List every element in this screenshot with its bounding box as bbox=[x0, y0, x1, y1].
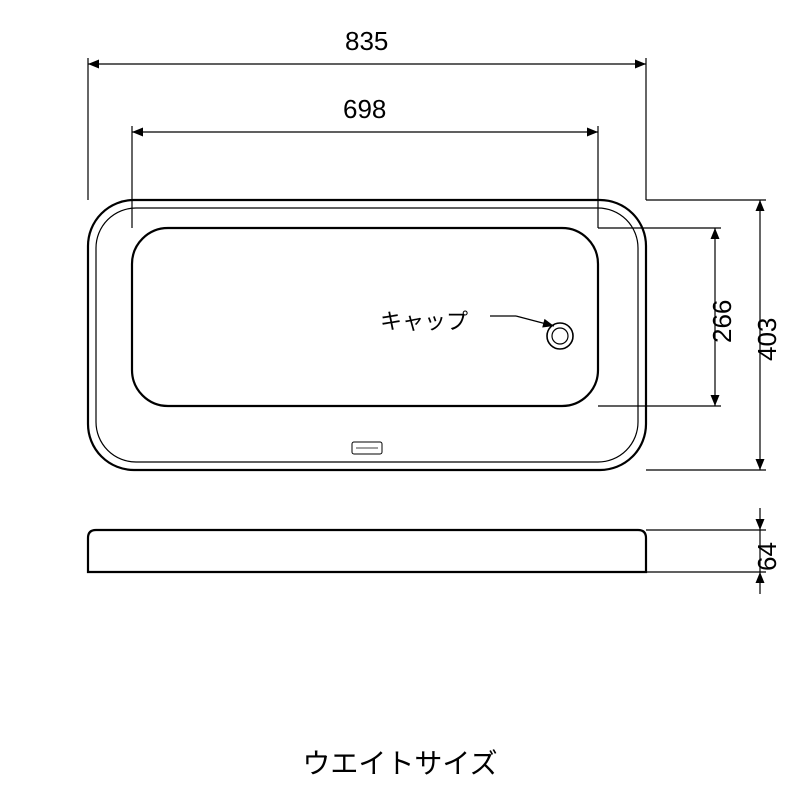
dim-thickness: 64 bbox=[752, 542, 783, 571]
caption-text: ウエイトサイズ bbox=[302, 742, 497, 782]
dim-height-outer: 403 bbox=[752, 318, 783, 361]
dim-width-outer: 835 bbox=[345, 26, 388, 57]
dim-width-inner: 698 bbox=[343, 94, 386, 125]
dim-height-inner: 266 bbox=[707, 300, 738, 343]
drawing-canvas bbox=[0, 0, 800, 800]
cap-label: キャップ bbox=[380, 304, 468, 336]
